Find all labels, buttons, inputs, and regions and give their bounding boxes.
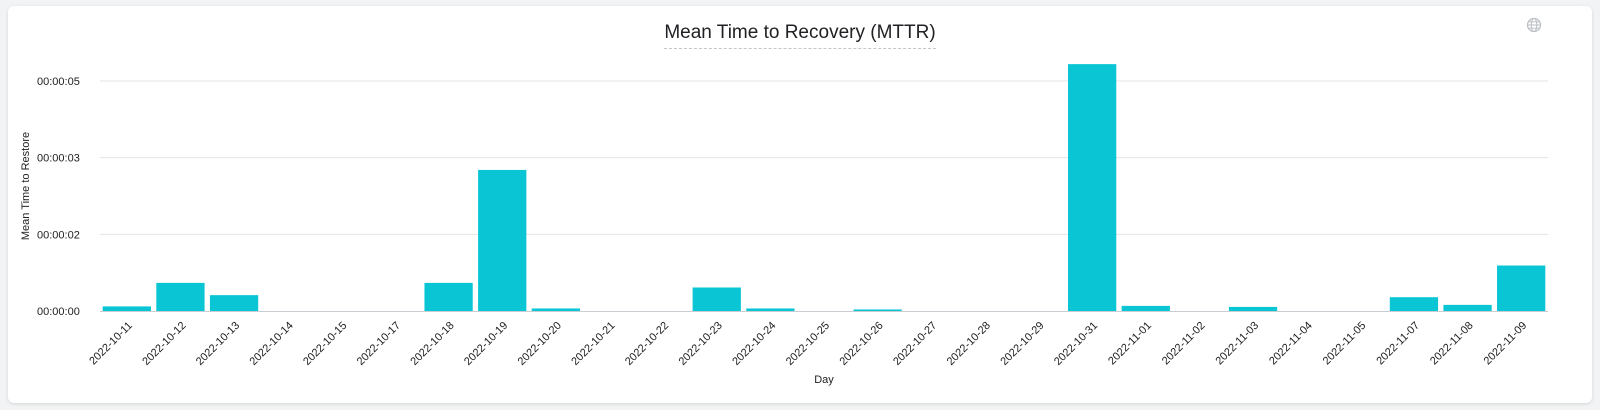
bar-2022-11-03[interactable] xyxy=(1228,306,1278,311)
bar-2022-10-12[interactable] xyxy=(156,282,205,311)
x-axis-label: Day xyxy=(814,374,834,386)
x-tick-label: 2022-11-03 xyxy=(1213,320,1261,368)
x-tick-label: 2022-10-18 xyxy=(408,320,456,368)
x-tick-label: 2022-11-09 xyxy=(1482,320,1530,368)
x-tick-label: 2022-11-05 xyxy=(1321,320,1369,368)
x-tick-label: 2022-10-14 xyxy=(248,320,296,368)
x-tick-label: 2022-10-31 xyxy=(1052,320,1100,368)
y-tick-label: 00:00:02 xyxy=(37,229,80,241)
bar-2022-10-26[interactable] xyxy=(853,309,902,311)
x-tick-label: 2022-10-22 xyxy=(623,320,671,368)
x-tick-label: 2022-10-21 xyxy=(569,320,617,368)
x-tick-label: 2022-10-19 xyxy=(462,320,510,368)
globe-icon[interactable] xyxy=(1526,17,1542,33)
x-tick-label: 2022-11-08 xyxy=(1428,320,1476,368)
y-axis-label: Mean Time to Restore xyxy=(20,132,32,240)
bar-2022-11-08[interactable] xyxy=(1443,304,1492,311)
x-tick-label: 2022-11-02 xyxy=(1160,320,1208,368)
bar-2022-10-11[interactable] xyxy=(102,306,151,311)
x-tick-label: 2022-10-27 xyxy=(891,320,939,368)
y-tick-label: 00:00:03 xyxy=(37,153,80,165)
chart-title-text: Mean Time to Recovery (MTTR) xyxy=(664,22,936,49)
bar-2022-10-18[interactable] xyxy=(424,282,473,311)
x-tick-label: 2022-10-24 xyxy=(730,320,778,368)
bar-2022-11-07[interactable] xyxy=(1389,297,1439,311)
bar-2022-10-19[interactable] xyxy=(478,169,527,311)
bar-2022-10-23[interactable] xyxy=(692,287,741,311)
bar-2022-11-09[interactable] xyxy=(1497,265,1546,311)
x-tick-label: 2022-11-04 xyxy=(1267,320,1315,368)
x-tick-label: 2022-11-01 xyxy=(1106,320,1154,368)
x-tick-label: 2022-10-28 xyxy=(945,320,993,368)
chart-title: Mean Time to Recovery (MTTR) xyxy=(8,22,1592,49)
x-tick-label: 2022-10-23 xyxy=(677,320,725,368)
x-tick-label: 2022-10-15 xyxy=(301,320,349,368)
x-tick-label: 2022-10-12 xyxy=(140,320,188,368)
x-tick-label: 2022-10-25 xyxy=(784,320,832,368)
x-tick-label: 2022-10-13 xyxy=(194,320,242,368)
bar-2022-10-13[interactable] xyxy=(209,295,259,311)
chart-card: Mean Time to Recovery (MTTR) xyxy=(8,6,1592,403)
x-tick-label: 2022-11-07 xyxy=(1374,320,1422,368)
y-tick-labels: 00:00:00 00:00:02 00:00:03 00:00:05 xyxy=(37,76,80,318)
bars xyxy=(102,64,1546,311)
bar-2022-10-20[interactable] xyxy=(531,308,580,311)
y-tick-label: 00:00:00 xyxy=(37,306,80,318)
bar-2022-11-01[interactable] xyxy=(1121,305,1170,311)
grid-lines xyxy=(100,80,1548,235)
x-tick-label: 2022-10-17 xyxy=(355,320,403,368)
bar-2022-10-24[interactable] xyxy=(746,308,795,311)
x-tick-labels: 2022-10-11 2022-10-12 2022-10-13 2022-10-14… xyxy=(87,320,1529,368)
x-tick-label: 2022-10-26 xyxy=(837,320,885,368)
y-tick-label: 00:00:05 xyxy=(37,76,80,88)
x-tick-label: 2022-10-29 xyxy=(998,320,1046,368)
bar-2022-10-31[interactable] xyxy=(1068,64,1117,311)
x-tick-label: 2022-10-11 xyxy=(87,320,135,368)
x-tick-label: 2022-10-20 xyxy=(516,320,564,368)
